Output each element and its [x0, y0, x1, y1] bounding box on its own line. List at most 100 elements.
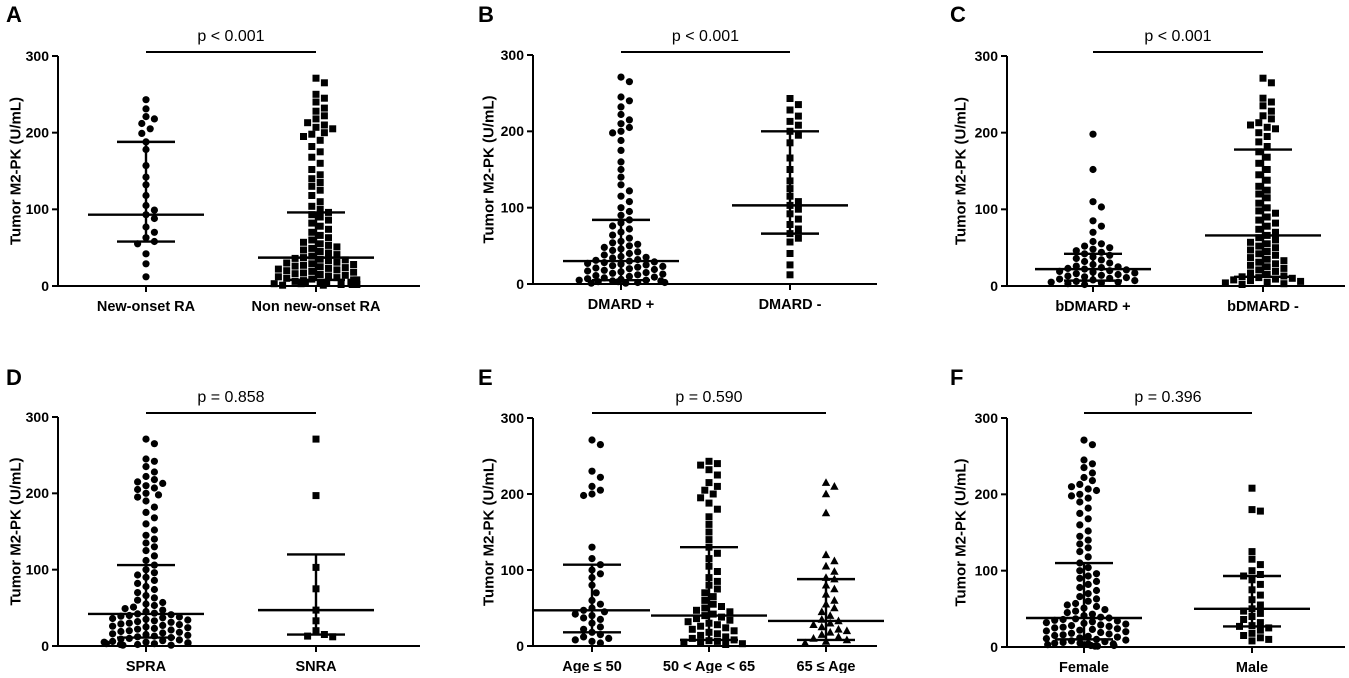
data-point — [1264, 133, 1271, 140]
data-point — [1280, 265, 1287, 272]
data-point — [151, 440, 158, 447]
x-tick-label: DMARD - — [759, 297, 822, 313]
data-point — [580, 614, 587, 621]
data-point — [1085, 581, 1092, 588]
data-point — [834, 625, 842, 633]
series-new-onset-ra — [88, 96, 204, 280]
data-point — [697, 494, 704, 501]
data-point — [830, 482, 838, 490]
series-age-50 — [534, 436, 650, 646]
data-point — [283, 267, 290, 274]
data-point — [826, 628, 834, 636]
data-point — [1264, 204, 1271, 211]
data-point — [1257, 508, 1264, 515]
data-point — [184, 616, 191, 623]
data-point — [308, 220, 315, 227]
data-point — [795, 226, 802, 233]
data-point — [350, 261, 357, 268]
data-point — [1085, 515, 1092, 522]
data-point — [822, 562, 830, 570]
data-point — [168, 619, 175, 626]
data-point — [300, 270, 307, 277]
data-point — [659, 271, 666, 278]
data-point — [830, 604, 838, 612]
data-point — [176, 621, 183, 628]
data-point — [1255, 183, 1262, 190]
data-point — [1257, 619, 1264, 626]
data-point — [795, 113, 802, 120]
data-point — [142, 497, 149, 504]
data-point — [597, 441, 604, 448]
data-point — [1240, 616, 1247, 623]
series-female — [1026, 437, 1142, 650]
data-point — [626, 198, 633, 205]
data-point — [142, 105, 149, 112]
data-point — [626, 265, 633, 272]
x-tick-label: SPRA — [126, 659, 167, 673]
data-point — [117, 628, 124, 635]
data-point — [308, 175, 315, 182]
data-point — [1085, 495, 1092, 502]
data-point — [1076, 510, 1083, 517]
data-point — [159, 607, 166, 614]
data-point — [308, 143, 315, 150]
y-axis-label: Tumor M2-PK (U/mL) — [7, 97, 24, 245]
data-point — [787, 95, 794, 102]
data-point — [731, 627, 738, 634]
data-point — [317, 223, 324, 230]
data-point — [1264, 154, 1271, 161]
data-point — [317, 214, 324, 221]
data-point — [317, 271, 324, 278]
data-point — [1091, 643, 1098, 650]
data-point — [134, 478, 141, 485]
data-point — [159, 622, 166, 629]
data-point — [626, 124, 633, 131]
y-tick-label: 0 — [41, 278, 49, 294]
p-value-label: p < 0.001 — [1144, 28, 1211, 45]
data-point — [1268, 115, 1275, 122]
data-point — [159, 480, 166, 487]
data-point — [1255, 160, 1262, 167]
data-point — [1264, 166, 1271, 173]
y-tick-label: 0 — [990, 639, 998, 655]
data-point — [1249, 485, 1256, 492]
data-point — [308, 166, 315, 173]
data-point — [1257, 581, 1264, 588]
data-point — [1089, 229, 1096, 236]
data-point — [597, 487, 604, 494]
data-point — [1268, 79, 1275, 86]
data-point — [1264, 187, 1271, 194]
x-tick-label: 65 ≤ Age — [797, 659, 856, 673]
data-point — [1098, 203, 1105, 210]
data-point — [313, 115, 320, 122]
data-point — [313, 124, 320, 131]
data-point — [1076, 521, 1083, 528]
data-point — [151, 504, 158, 511]
data-point — [714, 506, 721, 513]
data-point — [317, 137, 324, 144]
data-point — [1089, 611, 1096, 618]
data-point — [1272, 210, 1279, 217]
data-point — [818, 630, 826, 638]
data-point — [325, 273, 332, 280]
data-point — [1255, 266, 1262, 273]
series-bdmard- — [1205, 75, 1321, 288]
data-point — [155, 491, 162, 498]
data-point — [1240, 632, 1247, 639]
data-point — [588, 468, 595, 475]
data-point — [689, 626, 696, 633]
data-point — [1081, 243, 1088, 250]
data-point — [626, 78, 633, 85]
data-point — [818, 607, 826, 615]
data-point — [706, 479, 713, 486]
data-point — [1257, 634, 1264, 641]
data-point — [710, 601, 717, 608]
data-point — [1257, 561, 1264, 568]
data-point — [333, 266, 340, 273]
data-point — [1081, 641, 1088, 648]
data-point — [830, 567, 838, 575]
data-point — [308, 183, 315, 190]
data-point — [787, 250, 794, 257]
data-point — [134, 626, 141, 633]
data-point — [588, 638, 595, 645]
